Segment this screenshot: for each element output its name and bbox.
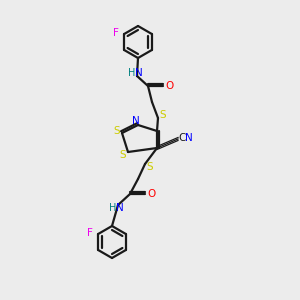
Text: S: S	[147, 162, 153, 172]
Text: S: S	[114, 126, 120, 136]
Text: F: F	[87, 228, 93, 238]
Text: N: N	[135, 68, 143, 78]
Text: C: C	[178, 133, 186, 143]
Text: H: H	[128, 68, 136, 78]
Text: N: N	[185, 133, 193, 143]
Text: F: F	[113, 28, 119, 38]
Text: O: O	[165, 81, 173, 91]
Text: S: S	[160, 110, 166, 120]
Text: N: N	[116, 203, 124, 213]
Text: N: N	[132, 116, 140, 126]
Text: H: H	[109, 203, 117, 213]
Text: S: S	[120, 150, 126, 160]
Text: O: O	[147, 189, 155, 199]
